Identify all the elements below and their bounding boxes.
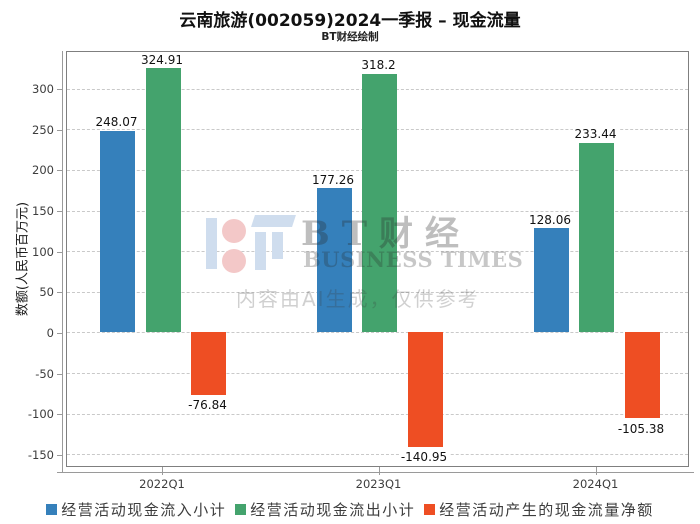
grid-line <box>67 413 688 415</box>
bar-value-label: 318.2 <box>334 58 424 73</box>
bar-value-label: -76.84 <box>163 398 253 413</box>
bar-value-text: 177.26 <box>310 172 356 187</box>
y-tick-mark <box>57 89 62 91</box>
y-tick-label: -100 <box>27 407 54 422</box>
legend-label: 经营活动现金流入小计 <box>61 501 227 519</box>
x-tick-mark <box>162 467 163 475</box>
bar-value-label: 248.07 <box>72 115 162 130</box>
bar <box>191 332 226 395</box>
grid-line <box>67 373 688 375</box>
y-tick-label: 250 <box>32 122 54 137</box>
bar-value-label: 128.06 <box>505 212 595 227</box>
bar <box>362 73 397 333</box>
plot-area <box>66 51 689 467</box>
y-tick-mark <box>57 129 62 131</box>
bar-value-text: 318.2 <box>359 58 398 73</box>
x-axis-line <box>57 472 694 473</box>
y-tick-mark <box>57 211 62 213</box>
bar <box>407 332 443 447</box>
legend: 经营活动现金流入小计 经营活动现金流出小计 经营活动产生的现金流量净额 <box>0 499 700 520</box>
bar-value-text: 128.06 <box>527 212 573 227</box>
bar-value-text: -140.95 <box>398 450 450 465</box>
bar <box>624 332 660 419</box>
bar-value-text: 233.44 <box>572 127 619 142</box>
chart-subtitle: BT财经绘制 <box>321 31 379 43</box>
y-tick-mark <box>57 292 62 294</box>
chart-title: 云南旅游(002059)2024一季报 – 现金流量 <box>179 11 521 31</box>
y-tick-label: -50 <box>35 366 54 381</box>
y-tick-label: 150 <box>32 204 54 219</box>
bar-value-text: 324.91 <box>139 52 185 67</box>
x-tick-label: 2022Q1 <box>139 477 185 491</box>
y-tick-mark <box>57 332 62 334</box>
y-tick-mark <box>57 373 62 375</box>
bar-value-text: -105.38 <box>615 421 667 436</box>
bar-value-label: 233.44 <box>551 127 641 142</box>
bar <box>316 188 352 333</box>
grid-line <box>67 454 688 456</box>
bar-value-label: -140.95 <box>379 450 469 465</box>
y-tick-label: -150 <box>27 447 54 462</box>
legend-item: 经营活动产生的现金流量净额 <box>424 499 654 520</box>
y-tick-label: 200 <box>32 163 54 178</box>
legend-swatch-icon <box>46 504 58 515</box>
legend-item: 经营活动现金流入小计 <box>46 499 226 520</box>
bar-value-label: 324.91 <box>117 52 207 67</box>
x-tick-label: 2024Q1 <box>572 477 619 491</box>
y-tick-mark <box>57 414 62 416</box>
grid-line <box>67 332 688 334</box>
y-axis-line <box>62 51 63 472</box>
y-tick-mark <box>57 170 62 172</box>
legend-swatch-icon <box>424 504 436 515</box>
legend-swatch-icon <box>235 504 247 515</box>
x-tick-label: 2023Q1 <box>355 477 402 491</box>
bar-value-text: -76.84 <box>186 398 229 413</box>
bar <box>100 130 135 333</box>
x-tick-mark <box>378 467 380 475</box>
x-tick-mark <box>595 467 597 475</box>
bar-value-label: -105.38 <box>596 421 686 436</box>
bar <box>579 142 614 333</box>
y-tick-mark <box>57 454 62 456</box>
legend-label: 经营活动产生的现金流量净额 <box>439 501 654 519</box>
y-tick-label: 0 <box>46 325 54 340</box>
bar-value-text: 248.07 <box>93 115 140 130</box>
bar <box>533 228 569 333</box>
bar-value-label: 177.26 <box>288 172 378 187</box>
legend-item: 经营活动现金流出小计 <box>235 499 415 520</box>
y-tick-label: 100 <box>32 244 54 259</box>
legend-label: 经营活动现金流出小计 <box>250 501 416 519</box>
y-tick-label: 300 <box>32 82 54 97</box>
bar <box>145 68 181 333</box>
y-tick-mark <box>57 251 62 253</box>
y-tick-label: 50 <box>39 285 54 300</box>
